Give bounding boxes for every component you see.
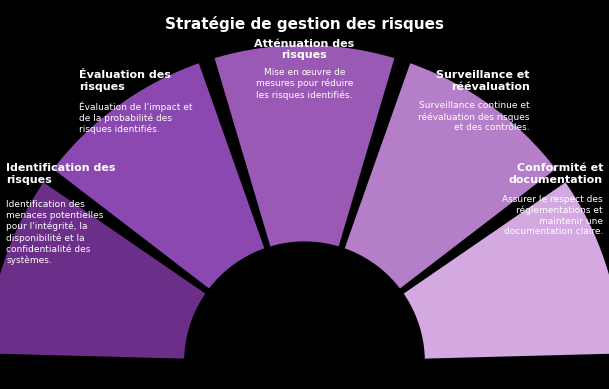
- Text: Identification des
risques: Identification des risques: [6, 163, 116, 185]
- Text: Atténuation des
risques: Atténuation des risques: [255, 39, 354, 61]
- Polygon shape: [0, 182, 205, 359]
- Polygon shape: [404, 182, 609, 359]
- Text: Mise en œuvre de
mesures pour réduire
les risques identifiés.: Mise en œuvre de mesures pour réduire le…: [256, 68, 353, 100]
- Text: Évaluation de l'impact et
de la probabilité des
risques identifiés.: Évaluation de l'impact et de la probabil…: [79, 101, 192, 134]
- Text: Surveillance continue et
réévaluation des risques
et des contrôles.: Surveillance continue et réévaluation de…: [418, 101, 530, 132]
- Polygon shape: [214, 45, 395, 246]
- Text: Stratégie de gestion des risques: Stratégie de gestion des risques: [165, 16, 444, 32]
- Text: Identification des
menaces potentielles
pour l'intégrité, la
disponibilité et la: Identification des menaces potentielles …: [6, 200, 104, 265]
- Text: Surveillance et
réévaluation: Surveillance et réévaluation: [436, 70, 530, 92]
- Polygon shape: [53, 63, 264, 289]
- Text: Conformité et
documentation: Conformité et documentation: [509, 163, 603, 185]
- Text: Assurer le respect des
réglementations et
maintenir une
documentation claire.: Assurer le respect des réglementations e…: [502, 194, 603, 237]
- Polygon shape: [345, 63, 556, 289]
- Text: Évaluation des
risques: Évaluation des risques: [79, 70, 171, 92]
